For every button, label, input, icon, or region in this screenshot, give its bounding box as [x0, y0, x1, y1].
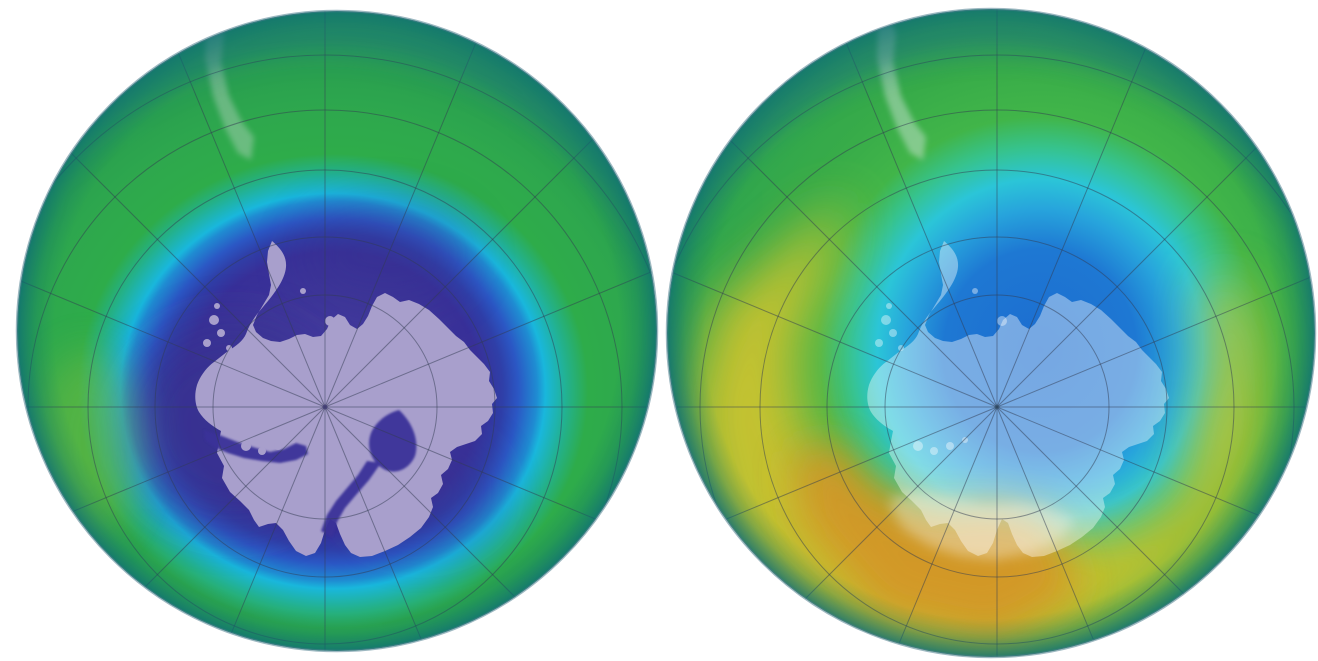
right-globe-edge — [665, 7, 1317, 659]
right-rim-shading — [667, 9, 1315, 657]
left-globe-edge — [15, 9, 659, 653]
left-ozone-globe — [17, 11, 657, 651]
right-ozone-globe — [667, 9, 1315, 657]
left-rim-shading — [17, 11, 657, 651]
